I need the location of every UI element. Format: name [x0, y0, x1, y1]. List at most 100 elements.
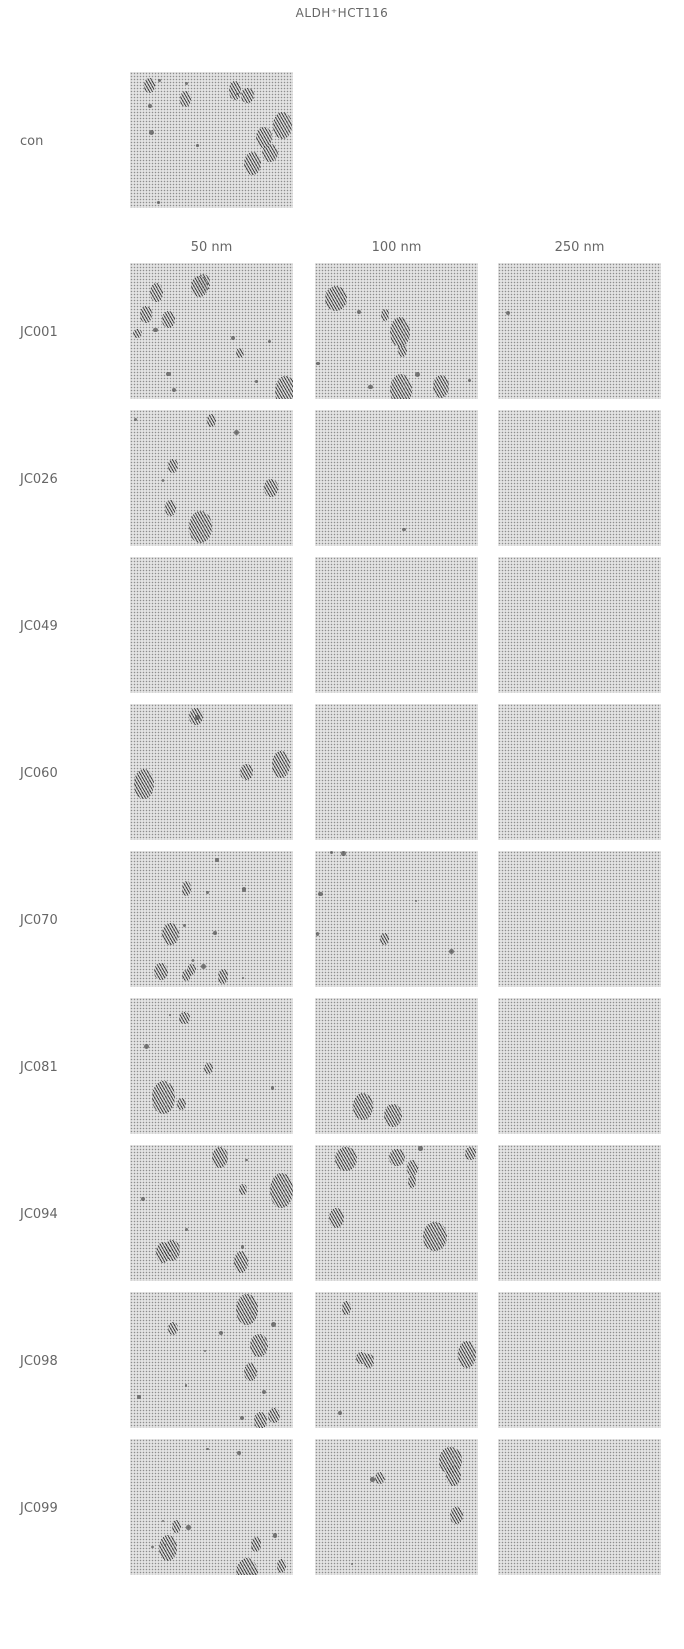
colony: [261, 143, 278, 163]
colony-small: [261, 1389, 267, 1395]
colony-small: [166, 371, 171, 377]
colony-small: [185, 82, 189, 86]
colony-small: [151, 1545, 154, 1549]
control-image: [130, 72, 293, 208]
colony: [190, 276, 209, 297]
colony: [181, 881, 192, 896]
colony-small: [195, 715, 200, 720]
colony-small: [239, 1416, 244, 1421]
colony-image-jc081-250nm: [498, 998, 661, 1134]
colony-small: [144, 1044, 149, 1050]
colony: [167, 459, 179, 474]
colony-image-jc070-250nm: [498, 851, 661, 987]
colony-small: [245, 1158, 248, 1162]
row-label-jc081: JC081: [20, 1060, 58, 1075]
colony: [134, 769, 154, 800]
column-header-250nm: 250 nm: [554, 240, 605, 255]
colony-small: [162, 1520, 165, 1523]
colony-small: [201, 964, 206, 969]
colony-small: [402, 527, 406, 532]
colony-small: [329, 851, 334, 855]
row-label-jc001: JC001: [20, 325, 58, 340]
colony: [254, 1412, 268, 1428]
colony-small: [184, 1227, 189, 1232]
colony: [264, 479, 278, 498]
colony: [182, 970, 191, 982]
colony: [153, 963, 168, 981]
colony: [212, 1147, 229, 1169]
colony-image-jc049-100nm: [315, 557, 478, 693]
colony-image-jc060-100nm: [315, 704, 478, 840]
colony-small: [240, 1245, 244, 1249]
colony-image-jc081-50nm: [130, 998, 293, 1134]
colony-small: [161, 479, 165, 482]
colony: [236, 348, 245, 358]
colony: [235, 1293, 258, 1326]
colony-small: [315, 932, 319, 936]
colony-small: [350, 1562, 353, 1565]
colony: [164, 500, 176, 516]
colony: [171, 1520, 181, 1534]
colony-image-jc098-50nm: [130, 1292, 293, 1428]
colony: [374, 1472, 385, 1484]
figure-title: ALDH⁺HCT116: [295, 6, 389, 20]
colony-small: [231, 335, 236, 340]
colony: [438, 1447, 463, 1475]
colony: [238, 1184, 247, 1195]
colony-small: [234, 430, 240, 436]
colony-small: [153, 327, 158, 333]
colony-small: [414, 899, 417, 902]
colony: [207, 414, 216, 428]
colony: [335, 1146, 357, 1172]
colony-small: [357, 310, 362, 314]
colony: [243, 151, 262, 175]
colony-small: [467, 379, 472, 383]
row-label-jc098: JC098: [20, 1354, 58, 1369]
colony-image-jc049-250nm: [498, 557, 661, 693]
colony-image-jc099-50nm: [130, 1439, 293, 1575]
colony: [389, 373, 413, 399]
colony-small: [242, 976, 245, 980]
colony: [341, 1300, 352, 1315]
colony: [423, 1222, 447, 1251]
colony-small: [213, 930, 217, 935]
colony-image-jc094-100nm: [315, 1145, 478, 1281]
colony: [239, 764, 254, 781]
row-label-jc070: JC070: [20, 913, 58, 928]
colony: [186, 963, 197, 975]
colony: [150, 283, 164, 303]
colony-small: [157, 78, 162, 82]
colony-image-jc099-250nm: [498, 1439, 661, 1575]
colony: [251, 1536, 262, 1552]
colony-small: [136, 1395, 141, 1399]
colony-image-jc094-50nm: [130, 1145, 293, 1281]
colony: [356, 1351, 367, 1364]
colony-small: [163, 1543, 166, 1547]
colony-image-jc070-50nm: [130, 851, 293, 987]
colony: [189, 511, 212, 543]
colony-image-jc098-250nm: [498, 1292, 661, 1428]
colony-image-jc049-50nm: [130, 557, 293, 693]
colony: [233, 1250, 248, 1273]
colony-small: [241, 887, 247, 892]
colony: [364, 1354, 374, 1368]
colony-small: [341, 851, 347, 856]
colony: [179, 1011, 190, 1024]
colony: [406, 1159, 419, 1176]
colony: [176, 1097, 187, 1111]
colony-image-jc060-250nm: [498, 704, 661, 840]
colony-small: [273, 1533, 278, 1538]
colony-small: [270, 1086, 275, 1090]
row-label-jc049: JC049: [20, 619, 58, 634]
colony: [179, 90, 192, 107]
colony: [249, 1333, 269, 1358]
colony: [159, 1535, 178, 1562]
colony-small: [418, 1146, 423, 1151]
colony-small: [204, 1349, 207, 1353]
colony-small: [506, 311, 511, 316]
colony-image-jc081-100nm: [315, 998, 478, 1134]
colony-small: [168, 1013, 171, 1017]
colony-small: [215, 857, 220, 862]
colony-small: [191, 959, 195, 962]
colony: [390, 317, 411, 347]
